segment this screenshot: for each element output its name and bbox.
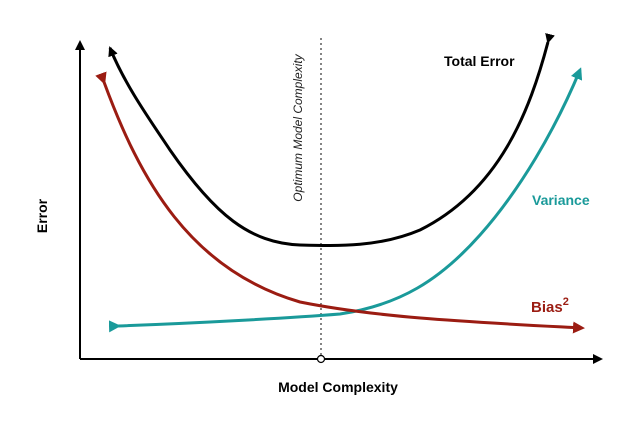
y-axis-label: Error: [34, 198, 50, 233]
total-error-curve: [108, 32, 555, 247]
variance-label: Variance: [532, 192, 590, 208]
bias-label-superscript: 2: [563, 296, 569, 308]
bias-label-text: Bias: [531, 299, 563, 316]
bias-curve: [95, 71, 585, 334]
bias-label: Bias2: [531, 296, 569, 316]
x-axis-label: Model Complexity: [278, 379, 398, 395]
optimum-marker: [316, 354, 326, 364]
total-error-label: Total Error: [444, 53, 515, 69]
variance-curve: [108, 67, 583, 333]
optimum-label: Optimum Model Complexity: [291, 53, 305, 201]
